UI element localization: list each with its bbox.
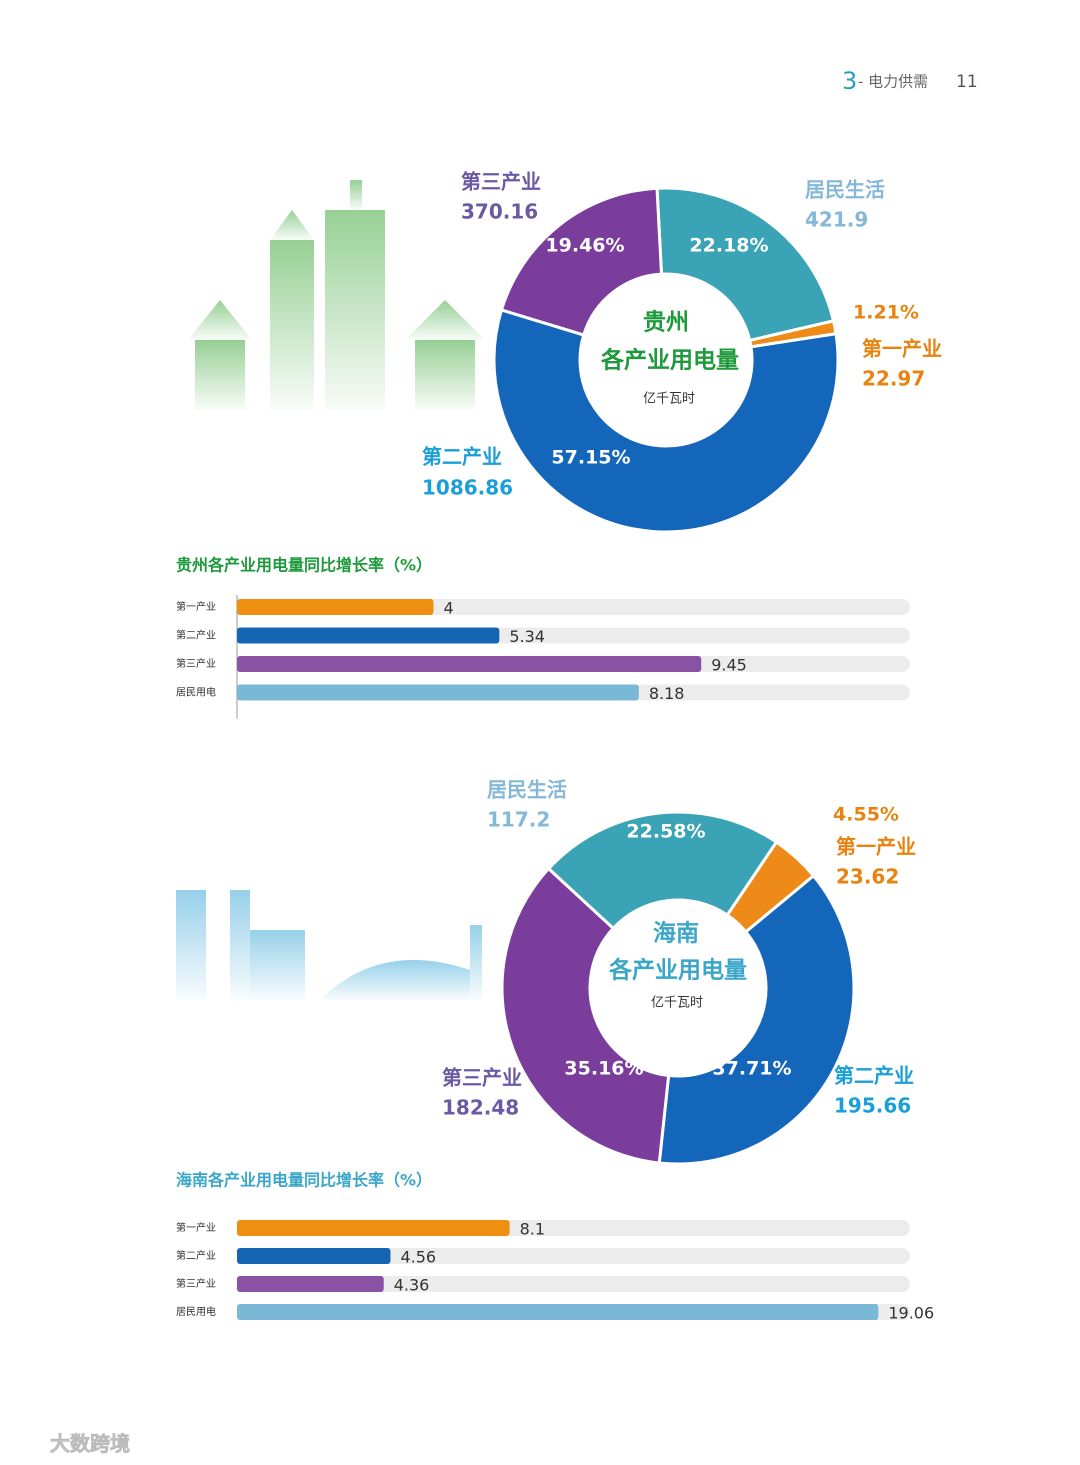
bar-value-label: 4.56 <box>400 1248 436 1267</box>
slice-value: 370.16 <box>461 200 538 224</box>
slice-value: 117.2 <box>487 808 550 832</box>
page-number: 11 <box>956 72 978 92</box>
y-tick-label: 第二产业 <box>176 1249 216 1262</box>
donut-slice <box>492 308 840 534</box>
y-tick-label: 居民用电 <box>176 686 216 699</box>
donut-slice <box>499 186 664 337</box>
percent-label: 37.71% <box>712 1058 791 1080</box>
bar <box>237 656 702 672</box>
percent-label: 19.46% <box>545 235 624 257</box>
watermark: 大数跨境 <box>50 1432 130 1456</box>
bar <box>237 627 500 644</box>
y-tick-label: 第三产业 <box>176 1277 216 1290</box>
bar <box>237 1304 879 1320</box>
donut-title: 海南 <box>653 920 699 947</box>
bar-chart-title: 贵州各产业用电量同比增长率（%） <box>176 556 432 575</box>
bar-value-label: 4.36 <box>394 1276 430 1295</box>
slice-value: 22.97 <box>862 367 925 391</box>
section-title: - 电力供需 <box>858 73 928 91</box>
donut-unit: 亿千瓦时 <box>651 996 703 1011</box>
bar <box>237 1220 510 1236</box>
slice-value: 182.48 <box>442 1096 519 1120</box>
y-tick-label: 第一产业 <box>176 1221 216 1234</box>
y-tick-label: 第二产业 <box>176 629 216 642</box>
donut-slice <box>500 866 671 1165</box>
section-number: 3 <box>842 67 857 95</box>
donut-slice <box>546 810 779 931</box>
slice-name: 第一产业 <box>862 337 942 361</box>
bar-value-label: 9.45 <box>711 656 747 675</box>
percent-label: 22.58% <box>626 821 705 843</box>
donut-slice <box>657 873 856 1166</box>
slice-value: 23.62 <box>836 865 899 889</box>
percent-label: 35.16% <box>564 1058 643 1080</box>
bar-value-label: 8.18 <box>649 684 685 703</box>
donut-title: 贵州 <box>643 310 689 336</box>
y-tick-label: 第三产业 <box>176 657 216 670</box>
bar-value-label: 5.34 <box>509 627 545 646</box>
y-tick-label: 第一产业 <box>176 600 216 613</box>
donut-subtitle: 各产业用电量 <box>600 347 739 374</box>
slice-name: 居民生活 <box>487 778 567 802</box>
slice-name: 第二产业 <box>834 1064 914 1088</box>
bar-chart-title: 海南各产业用电量同比增长率（%） <box>176 1171 432 1190</box>
slice-name: 第二产业 <box>422 445 502 469</box>
slice-value: 1086.86 <box>422 476 513 500</box>
bar-track <box>237 1276 910 1292</box>
percent-label: 4.55% <box>833 804 899 826</box>
bar-value-label: 4 <box>443 599 453 618</box>
y-tick-label: 居民用电 <box>176 1305 216 1318</box>
slice-name: 第三产业 <box>461 170 541 194</box>
bar-value-label: 8.1 <box>520 1220 545 1239</box>
slice-name: 第三产业 <box>442 1066 522 1090</box>
bar <box>237 1248 391 1264</box>
donut-unit: 亿千瓦时 <box>643 392 695 407</box>
donut-slice <box>655 186 836 343</box>
slice-value: 195.66 <box>834 1094 911 1118</box>
donut-subtitle: 各产业用电量 <box>608 957 747 984</box>
slice-name: 居民生活 <box>805 178 885 202</box>
percent-label: 22.18% <box>689 235 768 257</box>
slice-name: 第一产业 <box>836 835 916 859</box>
skyline-guizhou <box>188 180 485 410</box>
bar-value-label: 19.06 <box>888 1304 934 1323</box>
skyline-hainan <box>176 890 482 1000</box>
bar-track <box>237 1248 910 1264</box>
bar <box>237 599 434 615</box>
percent-label: 1.21% <box>853 302 919 324</box>
bar <box>237 684 639 701</box>
slice-value: 421.9 <box>805 208 868 232</box>
bar <box>237 1276 384 1292</box>
percent-label: 57.15% <box>551 447 630 469</box>
